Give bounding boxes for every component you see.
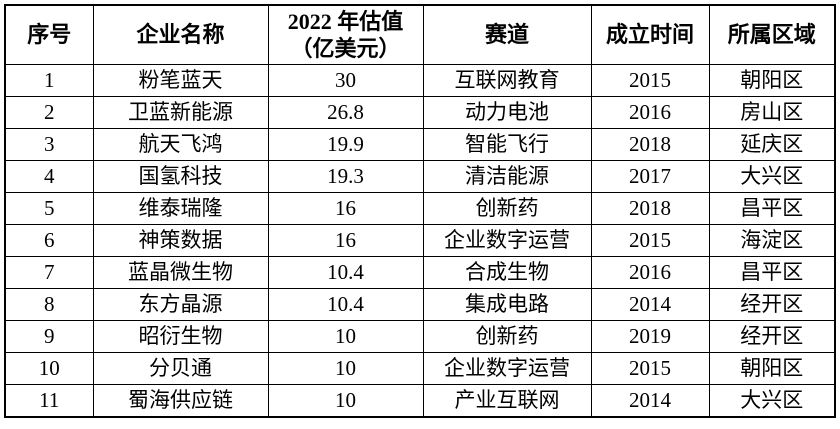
cell-company-name: 昭衍生物 xyxy=(92,320,269,353)
cell-sector: 产业互联网 xyxy=(422,384,592,418)
col-header-valuation: 2022 年估值 （亿美元） xyxy=(267,4,424,65)
cell-company-name: 分贝通 xyxy=(92,352,269,385)
cell-founded-year: 2015 xyxy=(590,224,710,257)
table-row: 7 蓝晶微生物 10.4 合成生物 2016 昌平区 xyxy=(4,256,836,289)
cell-valuation: 10 xyxy=(267,352,424,385)
col-header-index: 序号 xyxy=(4,4,94,65)
cell-company-name: 卫蓝新能源 xyxy=(92,96,269,129)
cell-founded-year: 2017 xyxy=(590,160,710,193)
cell-sector: 创新药 xyxy=(422,192,592,225)
cell-founded-year: 2015 xyxy=(590,64,710,97)
cell-region: 昌平区 xyxy=(708,192,836,225)
cell-index: 6 xyxy=(4,224,94,257)
cell-sector: 集成电路 xyxy=(422,288,592,321)
cell-founded-year: 2015 xyxy=(590,352,710,385)
cell-sector: 企业数字运营 xyxy=(422,352,592,385)
table-row: 2 卫蓝新能源 26.8 动力电池 2016 房山区 xyxy=(4,96,836,129)
table-row: 1 粉笔蓝天 30 互联网教育 2015 朝阳区 xyxy=(4,64,836,97)
cell-sector: 创新药 xyxy=(422,320,592,353)
cell-sector: 企业数字运营 xyxy=(422,224,592,257)
cell-company-name: 维泰瑞隆 xyxy=(92,192,269,225)
cell-valuation: 10 xyxy=(267,384,424,418)
cell-founded-year: 2016 xyxy=(590,256,710,289)
cell-valuation: 30 xyxy=(267,64,424,97)
cell-company-name: 蜀海供应链 xyxy=(92,384,269,418)
cell-region: 朝阳区 xyxy=(708,64,836,97)
cell-region: 经开区 xyxy=(708,288,836,321)
cell-index: 3 xyxy=(4,128,94,161)
col-header-founded-year: 成立时间 xyxy=(590,4,710,65)
cell-founded-year: 2018 xyxy=(590,128,710,161)
col-header-region: 所属区域 xyxy=(708,4,836,65)
cell-sector: 动力电池 xyxy=(422,96,592,129)
cell-sector: 合成生物 xyxy=(422,256,592,289)
cell-sector: 智能飞行 xyxy=(422,128,592,161)
cell-index: 4 xyxy=(4,160,94,193)
cell-region: 大兴区 xyxy=(708,160,836,193)
cell-company-name: 蓝晶微生物 xyxy=(92,256,269,289)
cell-founded-year: 2019 xyxy=(590,320,710,353)
table-row: 8 东方晶源 10.4 集成电路 2014 经开区 xyxy=(4,288,836,321)
cell-valuation: 10.4 xyxy=(267,288,424,321)
cell-company-name: 神策数据 xyxy=(92,224,269,257)
cell-valuation: 10.4 xyxy=(267,256,424,289)
cell-valuation: 16 xyxy=(267,192,424,225)
table-row: 10 分贝通 10 企业数字运营 2015 朝阳区 xyxy=(4,352,836,385)
cell-company-name: 粉笔蓝天 xyxy=(92,64,269,97)
cell-founded-year: 2014 xyxy=(590,384,710,418)
cell-index: 8 xyxy=(4,288,94,321)
table-row: 11 蜀海供应链 10 产业互联网 2014 大兴区 xyxy=(4,384,836,418)
table-row: 9 昭衍生物 10 创新药 2019 经开区 xyxy=(4,320,836,353)
cell-valuation: 19.3 xyxy=(267,160,424,193)
table-row: 5 维泰瑞隆 16 创新药 2018 昌平区 xyxy=(4,192,836,225)
table-header-row: 序号 企业名称 2022 年估值 （亿美元） 赛道 成立时间 所属区域 xyxy=(4,4,836,65)
cell-region: 朝阳区 xyxy=(708,352,836,385)
cell-region: 延庆区 xyxy=(708,128,836,161)
cell-founded-year: 2018 xyxy=(590,192,710,225)
cell-region: 昌平区 xyxy=(708,256,836,289)
col-header-sector: 赛道 xyxy=(422,4,592,65)
cell-sector: 互联网教育 xyxy=(422,64,592,97)
cell-company-name: 东方晶源 xyxy=(92,288,269,321)
company-valuation-table: 序号 企业名称 2022 年估值 （亿美元） 赛道 成立时间 所属区域 1 粉笔… xyxy=(4,4,836,418)
cell-region: 经开区 xyxy=(708,320,836,353)
cell-company-name: 国氢科技 xyxy=(92,160,269,193)
cell-index: 10 xyxy=(4,352,94,385)
cell-index: 5 xyxy=(4,192,94,225)
cell-founded-year: 2014 xyxy=(590,288,710,321)
table-row: 6 神策数据 16 企业数字运营 2015 海淀区 xyxy=(4,224,836,257)
col-header-company-name: 企业名称 xyxy=(92,4,269,65)
table-row: 3 航天飞鸿 19.9 智能飞行 2018 延庆区 xyxy=(4,128,836,161)
table-row: 4 国氢科技 19.3 清洁能源 2017 大兴区 xyxy=(4,160,836,193)
cell-index: 9 xyxy=(4,320,94,353)
cell-index: 1 xyxy=(4,64,94,97)
cell-region: 房山区 xyxy=(708,96,836,129)
cell-company-name: 航天飞鸿 xyxy=(92,128,269,161)
cell-founded-year: 2016 xyxy=(590,96,710,129)
cell-index: 11 xyxy=(4,384,94,418)
cell-region: 海淀区 xyxy=(708,224,836,257)
cell-valuation: 10 xyxy=(267,320,424,353)
cell-index: 2 xyxy=(4,96,94,129)
cell-valuation: 16 xyxy=(267,224,424,257)
cell-valuation: 26.8 xyxy=(267,96,424,129)
cell-region: 大兴区 xyxy=(708,384,836,418)
cell-sector: 清洁能源 xyxy=(422,160,592,193)
cell-valuation: 19.9 xyxy=(267,128,424,161)
cell-index: 7 xyxy=(4,256,94,289)
